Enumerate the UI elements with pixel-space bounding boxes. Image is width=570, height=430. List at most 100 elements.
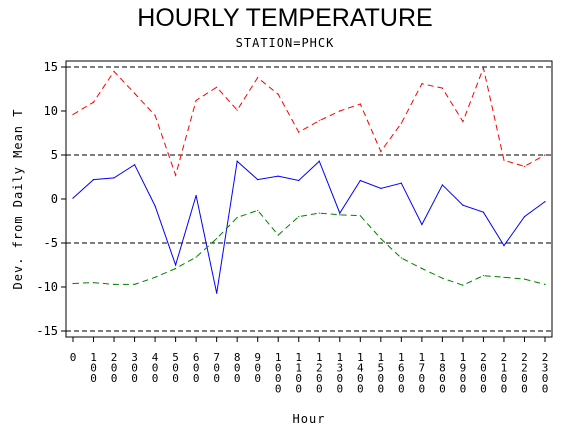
data-point [277,175,279,177]
x-axis-label: Hour [293,412,326,426]
y-tick-label: -10 [36,280,58,294]
data-point [503,276,505,278]
data-point [380,238,382,240]
data-point [298,179,300,182]
data-point [72,197,74,199]
y-tick-label: 5 [51,148,58,162]
y-tick-label: 10 [44,104,58,118]
data-point [113,283,115,285]
data-point [175,267,177,270]
data-point [216,292,218,294]
data-point [92,179,95,181]
data-point [544,201,546,203]
series-line-2 [72,66,546,177]
data-point [359,179,361,182]
data-point [72,113,74,116]
data-point [441,184,443,186]
data-point [318,212,320,214]
data-point [298,216,300,218]
data-point [339,110,341,112]
data-point [175,174,177,176]
data-point [195,256,197,258]
data-point [339,212,341,214]
data-point [195,99,197,102]
data-point [298,131,300,133]
data-point [462,120,464,123]
data-point [544,154,546,156]
data-point [441,277,443,279]
series-line-3 [72,209,546,286]
data-point [441,87,443,89]
data-point [195,194,197,197]
data-point [544,283,546,285]
chart-subtitle: STATION=PHCK [235,36,335,50]
data-point [482,274,485,277]
y-tick-label: 0 [51,192,58,206]
data-point [175,264,177,266]
data-point [359,103,361,105]
data-point [113,177,115,179]
data-point [421,267,423,270]
data-point [421,83,423,85]
data-point [523,216,526,218]
data-point [318,120,320,122]
data-point [462,204,464,206]
data-point [523,278,526,280]
data-point [318,160,320,162]
data-point [421,223,423,226]
series-line-1 [72,160,546,294]
data-point [92,101,95,103]
data-point [133,92,136,94]
y-tick-label: -15 [36,324,58,338]
data-point [503,159,505,161]
x-tick-label: 0 [70,351,77,364]
data-point [359,215,361,217]
y-tick-label: 15 [44,60,58,74]
data-point [72,282,74,285]
data-point [236,160,238,162]
data-point [257,209,259,212]
data-point [482,211,485,213]
chart-title: HOURLY TEMPERATURE [137,4,433,32]
data-point [113,70,115,72]
data-point [277,93,279,95]
data-point [462,284,464,286]
data-point [380,187,382,190]
data-point [216,86,218,88]
data-point [92,282,95,284]
data-point [339,214,341,216]
plot-frame [65,60,553,338]
data-point [380,150,382,153]
data-point [133,283,136,285]
data-point [523,165,526,168]
data-point [154,276,156,278]
data-point [257,76,259,79]
data-point [236,109,238,111]
data-point [503,245,505,247]
y-axis-label: Dev. from Daily Mean T [11,109,25,290]
data-point [482,67,485,69]
data-point [154,114,156,116]
data-point [216,238,218,240]
data-point [154,205,156,207]
